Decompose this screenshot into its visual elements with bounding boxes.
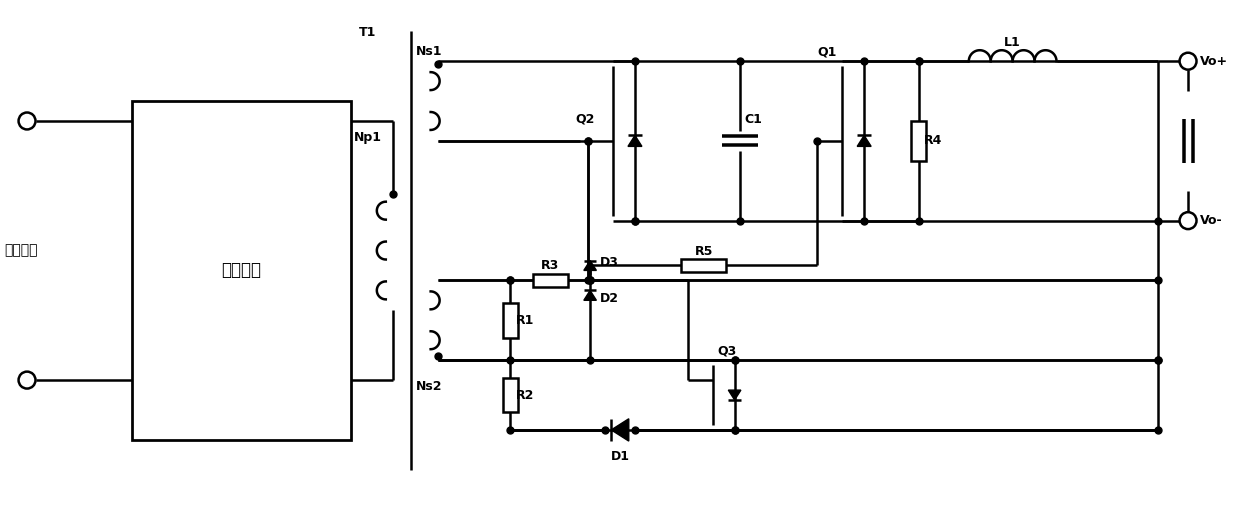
- Text: D1: D1: [610, 450, 630, 463]
- Polygon shape: [857, 135, 872, 146]
- Text: D2: D2: [600, 292, 619, 305]
- Text: Ns1: Ns1: [415, 45, 443, 58]
- Text: Vo+: Vo+: [1200, 55, 1228, 68]
- Polygon shape: [584, 260, 596, 270]
- Bar: [681, 259, 727, 272]
- Text: 双管正激: 双管正激: [221, 262, 262, 279]
- Text: R1: R1: [516, 314, 534, 327]
- Text: R4: R4: [924, 134, 942, 147]
- Bar: [131, 101, 351, 440]
- Text: R3: R3: [541, 259, 559, 272]
- Polygon shape: [627, 135, 642, 146]
- Text: 交流输入: 交流输入: [4, 243, 37, 257]
- Text: Q2: Q2: [575, 113, 594, 126]
- Text: Q3: Q3: [718, 344, 737, 357]
- Text: Q1: Q1: [817, 45, 837, 58]
- Text: Ns2: Ns2: [415, 380, 443, 393]
- Bar: [503, 303, 518, 338]
- Text: R5: R5: [694, 244, 713, 257]
- Bar: [503, 378, 518, 413]
- Text: Np1: Np1: [353, 131, 382, 144]
- Text: D3: D3: [600, 256, 619, 269]
- Text: R2: R2: [516, 389, 534, 402]
- Polygon shape: [584, 290, 596, 300]
- Text: C1: C1: [744, 113, 763, 126]
- Polygon shape: [611, 419, 629, 441]
- Text: T1: T1: [358, 26, 376, 39]
- Text: Vo-: Vo-: [1200, 214, 1223, 227]
- Polygon shape: [728, 390, 740, 400]
- Bar: [533, 274, 568, 287]
- Text: L1: L1: [1004, 36, 1021, 49]
- Bar: [911, 121, 926, 161]
